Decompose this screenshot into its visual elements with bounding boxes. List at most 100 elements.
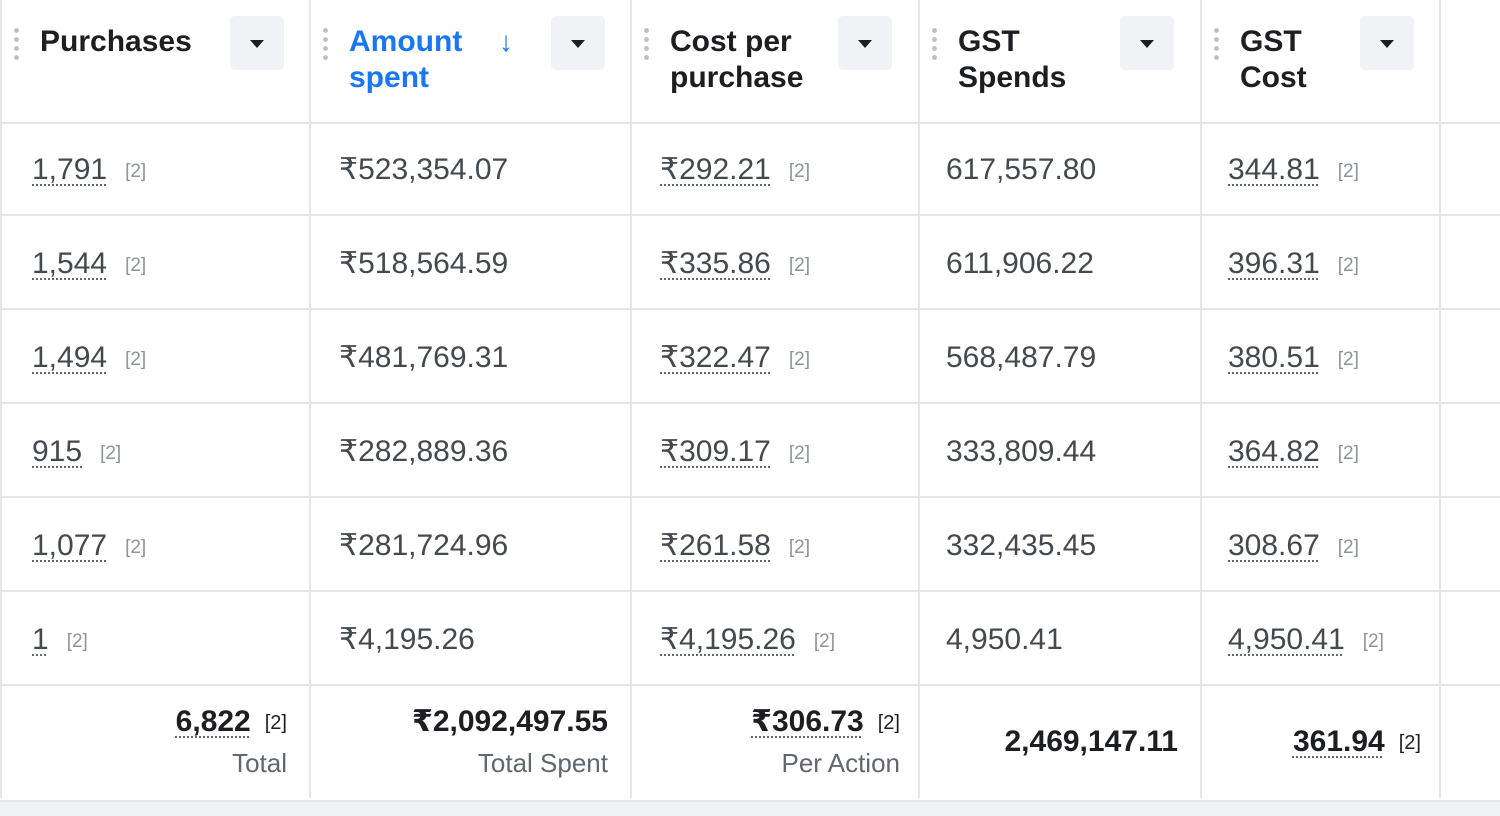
table-row: 915 [2] ₹282,889.36 ₹309.17 [2] 333,809.44… (0, 404, 1500, 498)
note-marker[interactable]: [2] (1337, 443, 1359, 464)
column-header-amount-spent[interactable]: Amount spent ↓ (311, 0, 632, 122)
column-menu-button[interactable] (1360, 16, 1414, 70)
gst-spends-value: 333,809.44 (946, 435, 1097, 468)
column-title: GST Cost (1240, 25, 1307, 94)
note-marker[interactable]: [2] (877, 712, 900, 734)
purchases-value[interactable]: 1,494 (32, 341, 108, 374)
note-marker[interactable]: [2] (125, 161, 147, 182)
total-purchases-cell: 6,822 [2] Total (0, 686, 311, 798)
purchases-value[interactable]: 1 (32, 623, 49, 656)
amount-value: ₹481,769.31 (339, 341, 509, 374)
cell-purchases: 915 [2] (0, 404, 311, 496)
column-menu-button[interactable] (230, 16, 284, 70)
column-menu-button[interactable] (1120, 16, 1174, 70)
column-menu-button[interactable] (551, 16, 605, 70)
cell-extra (1441, 498, 1500, 590)
purchases-value[interactable]: 1,791 (32, 153, 108, 186)
total-spent-label: Total Spent (477, 748, 608, 778)
note-marker[interactable]: [2] (264, 712, 287, 734)
column-title: Amount spent (349, 25, 463, 94)
drag-handle-icon[interactable] (644, 26, 649, 62)
note-marker[interactable]: [2] (1337, 537, 1359, 558)
gst-cost-value[interactable]: 4,950.41 (1228, 623, 1345, 656)
column-header-extra (1441, 0, 1500, 122)
column-title: Cost per purchase (670, 25, 804, 94)
note-marker[interactable]: [2] (1337, 161, 1359, 182)
note-marker[interactable]: [2] (1398, 732, 1421, 754)
cell-extra (1441, 686, 1500, 798)
note-marker[interactable]: [2] (125, 349, 147, 370)
note-marker[interactable]: [2] (788, 537, 810, 558)
amount-value: ₹523,354.07 (339, 153, 509, 186)
table-row: 1,544 [2] ₹518,564.59 ₹335.86 [2] 611,906.… (0, 216, 1500, 310)
cell-gst-spends: 611,906.22 (920, 216, 1202, 308)
drag-handle-icon[interactable] (1214, 26, 1219, 62)
cpp-value[interactable]: ₹4,195.26 (660, 623, 796, 656)
gst-cost-value[interactable]: 396.31 (1228, 247, 1320, 280)
cpp-value[interactable]: ₹261.58 (660, 529, 771, 562)
total-gst-spends-value: 2,469,147.11 (1004, 725, 1178, 758)
column-header-purchases[interactable]: Purchases (0, 0, 311, 122)
note-marker[interactable]: [2] (125, 255, 147, 276)
gst-cost-value[interactable]: 364.82 (1228, 435, 1320, 468)
total-gst-spends-cell: 2,469,147.11 (920, 686, 1202, 798)
gst-cost-value[interactable]: 344.81 (1228, 153, 1320, 186)
gst-spends-value: 611,906.22 (946, 247, 1094, 280)
column-menu-button[interactable] (838, 16, 892, 70)
drag-handle-icon[interactable] (323, 26, 328, 62)
arrow-down-icon[interactable]: ↓ (499, 26, 513, 57)
cell-purchases: 1,494 [2] (0, 310, 311, 402)
amount-value: ₹518,564.59 (339, 247, 509, 280)
cpp-value[interactable]: ₹335.86 (660, 247, 771, 280)
note-marker[interactable]: [2] (66, 631, 88, 652)
cell-extra (1441, 404, 1500, 496)
note-marker[interactable]: [2] (125, 537, 147, 558)
cell-cpp: ₹292.21 [2] (632, 122, 920, 214)
note-marker[interactable]: [2] (813, 631, 835, 652)
cell-extra (1441, 122, 1500, 214)
cell-amount: ₹518,564.59 (311, 216, 632, 308)
cell-gst-cost: 308.67 [2] (1202, 498, 1441, 590)
cell-cpp: ₹261.58 [2] (632, 498, 920, 590)
cell-gst-cost: 380.51 [2] (1202, 310, 1441, 402)
note-marker[interactable]: [2] (788, 161, 810, 182)
cell-purchases: 1 [2] (0, 592, 311, 684)
gst-cost-value[interactable]: 380.51 (1228, 341, 1320, 374)
purchases-value[interactable]: 915 (32, 435, 83, 468)
total-purchases-value[interactable]: 6,822 (175, 705, 251, 738)
horizontal-scrollbar[interactable] (0, 800, 1500, 816)
note-marker[interactable]: [2] (1337, 349, 1359, 370)
drag-handle-icon[interactable] (14, 26, 19, 62)
cell-amount: ₹282,889.36 (311, 404, 632, 496)
purchases-value[interactable]: 1,077 (32, 529, 108, 562)
cpp-value[interactable]: ₹309.17 (660, 435, 771, 468)
note-marker[interactable]: [2] (1362, 631, 1384, 652)
total-cpp-value[interactable]: ₹306.73 (751, 705, 864, 738)
gst-cost-value[interactable]: 308.67 (1228, 529, 1320, 562)
gst-spends-value: 568,487.79 (946, 341, 1097, 374)
cell-purchases: 1,791 [2] (0, 122, 311, 214)
note-marker[interactable]: [2] (100, 443, 122, 464)
gst-spends-value: 617,557.80 (946, 153, 1097, 186)
note-marker[interactable]: [2] (788, 255, 810, 276)
note-marker[interactable]: [2] (1337, 255, 1359, 276)
column-header-gst-cost[interactable]: GST Cost (1202, 0, 1441, 122)
note-marker[interactable]: [2] (788, 349, 810, 370)
column-header-cost-per-purchase[interactable]: Cost per purchase (632, 0, 920, 122)
cell-cpp: ₹335.86 [2] (632, 216, 920, 308)
cell-extra (1441, 216, 1500, 308)
cell-extra (1441, 592, 1500, 684)
cell-purchases: 1,077 [2] (0, 498, 311, 590)
amount-value: ₹282,889.36 (339, 435, 509, 468)
total-gst-cost-cell: 361.94 [2] (1202, 686, 1441, 798)
cell-amount: ₹4,195.26 (311, 592, 632, 684)
cpp-value[interactable]: ₹292.21 (660, 153, 771, 186)
column-header-gst-spends[interactable]: GST Spends (920, 0, 1202, 122)
cell-gst-spends: 568,487.79 (920, 310, 1202, 402)
cpp-value[interactable]: ₹322.47 (660, 341, 771, 374)
note-marker[interactable]: [2] (788, 443, 810, 464)
total-gst-cost-value[interactable]: 361.94 (1292, 725, 1385, 758)
purchases-value[interactable]: 1,544 (32, 247, 108, 280)
drag-handle-icon[interactable] (932, 26, 937, 62)
cell-gst-cost: 4,950.41 [2] (1202, 592, 1441, 684)
